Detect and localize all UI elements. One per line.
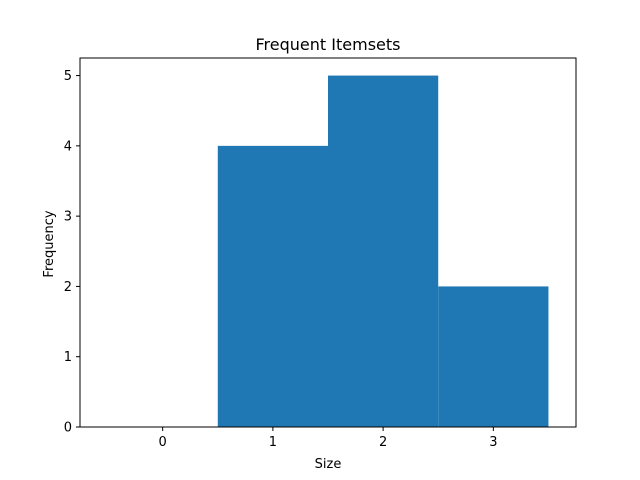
y-tick-label: 0	[64, 421, 72, 436]
bar-size-3	[438, 286, 549, 427]
plot-frame	[79, 57, 577, 428]
bars-layer	[217, 75, 549, 428]
chart-title: Frequent Itemsets	[256, 35, 401, 54]
bar-size-1	[217, 145, 328, 427]
x-tick-label: 3	[489, 435, 497, 450]
x-axis-label: Size	[315, 457, 342, 472]
x-tick-label: 1	[269, 435, 277, 450]
y-tick-label: 2	[64, 280, 72, 295]
ticks-layer: 0 1 2 3 0 1 2 3 4 5	[64, 69, 498, 450]
bar-size-2	[328, 75, 439, 428]
x-tick-label: 0	[159, 435, 167, 450]
y-tick-label: 4	[64, 139, 72, 154]
y-axis-label: Frequency	[42, 210, 57, 277]
y-tick-label: 3	[64, 210, 72, 225]
y-tick-label: 1	[64, 350, 72, 365]
y-tick-label: 5	[64, 69, 72, 84]
x-tick-label: 2	[379, 435, 387, 450]
